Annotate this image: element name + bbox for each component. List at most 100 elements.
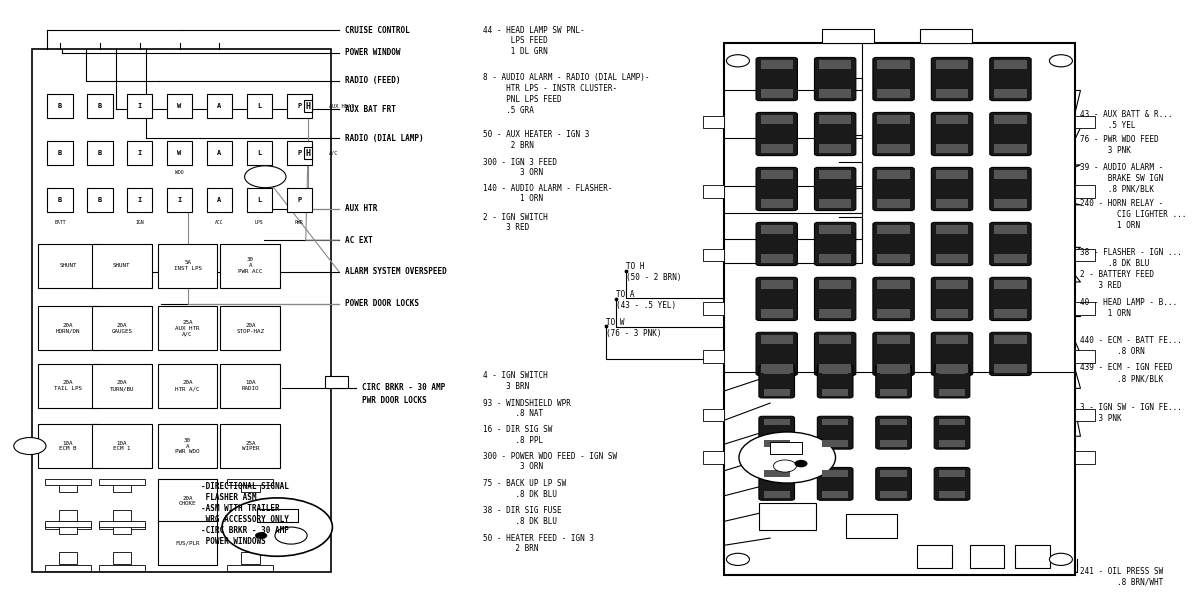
Text: 3 BRN: 3 BRN [482, 382, 529, 390]
FancyBboxPatch shape [815, 223, 856, 266]
Bar [763, 491, 790, 498]
Bar [877, 254, 910, 263]
Bar [221, 424, 281, 468]
FancyBboxPatch shape [758, 365, 794, 398]
Bar [206, 94, 232, 119]
Bar [877, 335, 910, 344]
Bar [917, 545, 952, 568]
Text: P: P [298, 103, 301, 109]
Bar [48, 188, 73, 212]
Bar [113, 552, 131, 564]
Text: 43 - AUX BATT & R...: 43 - AUX BATT & R... [1080, 110, 1172, 119]
Text: FLASHER ASM: FLASHER ASM [202, 493, 257, 502]
Bar [936, 144, 968, 153]
Bar [820, 60, 851, 69]
FancyBboxPatch shape [872, 112, 914, 156]
Text: 240 - HORN RELAY -: 240 - HORN RELAY - [1080, 199, 1164, 208]
Circle shape [13, 438, 46, 455]
Bar [936, 280, 968, 289]
Bar [227, 565, 274, 571]
Bar [167, 141, 192, 165]
Bar [157, 521, 217, 565]
Bar [763, 470, 790, 477]
Bar [724, 43, 1075, 575]
Text: 20A
HORN/DN: 20A HORN/DN [55, 323, 80, 334]
FancyBboxPatch shape [756, 333, 798, 376]
FancyBboxPatch shape [876, 365, 911, 398]
Circle shape [275, 527, 307, 544]
Text: 2 - IGN SWITCH: 2 - IGN SWITCH [482, 213, 547, 221]
Text: -DIRECTIONAL SIGNAL: -DIRECTIONAL SIGNAL [202, 482, 289, 491]
Text: CIRC BRKR - 30 AMP: CIRC BRKR - 30 AMP [362, 384, 445, 392]
FancyBboxPatch shape [990, 277, 1031, 320]
Bar [92, 424, 151, 468]
Bar [206, 141, 232, 165]
Bar [938, 367, 965, 374]
Bar [167, 94, 192, 119]
Bar [877, 60, 910, 69]
Text: POWER DOOR LOCKS: POWER DOOR LOCKS [344, 300, 419, 308]
Text: 3 ORN: 3 ORN [482, 168, 542, 177]
Text: 300 - POWER WDO FEED - IGN SW: 300 - POWER WDO FEED - IGN SW [482, 452, 617, 461]
Text: P: P [298, 197, 301, 203]
Text: PNL LPS FEED: PNL LPS FEED [482, 95, 562, 104]
Text: BATT: BATT [54, 219, 66, 225]
Text: TO A: TO A [616, 290, 635, 299]
Bar [761, 280, 793, 289]
Text: FUS/PLR: FUS/PLR [175, 541, 200, 545]
Text: 10A
ECM B: 10A ECM B [59, 441, 77, 451]
Circle shape [726, 55, 750, 67]
Bar [761, 170, 793, 179]
FancyBboxPatch shape [817, 365, 853, 398]
Bar [221, 364, 281, 408]
Bar [761, 364, 793, 373]
Bar [157, 479, 217, 523]
Bar [970, 545, 1004, 568]
Text: 300 - IGN 3 FEED: 300 - IGN 3 FEED [482, 158, 557, 167]
FancyBboxPatch shape [815, 277, 856, 320]
Bar [820, 225, 851, 234]
Bar [995, 309, 1026, 318]
Bar [761, 144, 793, 153]
Bar [157, 244, 217, 288]
Text: 5A
INST LPS: 5A INST LPS [174, 260, 202, 271]
Bar [936, 115, 968, 124]
FancyBboxPatch shape [758, 416, 794, 449]
Bar [32, 49, 331, 572]
Bar [822, 29, 874, 43]
Bar [703, 350, 724, 362]
Text: 30
A
PWR WDO: 30 A PWR WDO [175, 438, 200, 454]
FancyBboxPatch shape [872, 277, 914, 320]
Text: .8 PPL: .8 PPL [482, 436, 542, 444]
Text: PWR: PWR [295, 219, 304, 225]
Bar [770, 443, 802, 455]
Bar [995, 199, 1026, 208]
Bar [763, 440, 790, 447]
FancyBboxPatch shape [756, 277, 798, 320]
Text: .8 DK BLU: .8 DK BLU [482, 517, 557, 525]
Text: .8 DK BLU: .8 DK BLU [1080, 259, 1150, 268]
Text: H: H [306, 102, 311, 111]
Bar [127, 94, 152, 119]
Bar [98, 521, 145, 527]
Bar [38, 364, 98, 408]
Text: .8 DK BLU: .8 DK BLU [482, 490, 557, 499]
Bar [820, 280, 851, 289]
Text: SHUNT: SHUNT [113, 263, 131, 268]
Bar [113, 510, 131, 522]
Bar [59, 552, 77, 564]
Text: 3 PNK: 3 PNK [1080, 147, 1132, 155]
Bar [936, 364, 968, 373]
Circle shape [256, 533, 266, 539]
Text: B: B [97, 197, 102, 203]
Bar [761, 199, 793, 208]
Text: 30
A
PWR ACC: 30 A PWR ACC [238, 257, 263, 274]
Bar [241, 522, 259, 534]
Bar [938, 470, 965, 477]
Bar [761, 254, 793, 263]
Text: .8 PNK/BLK: .8 PNK/BLK [1080, 185, 1154, 193]
Text: 39 - AUDIO ALARM -: 39 - AUDIO ALARM - [1080, 163, 1164, 171]
Bar [48, 94, 73, 119]
Bar [48, 141, 73, 165]
Text: 93 - WINDSHIELD WPR: 93 - WINDSHIELD WPR [482, 399, 571, 407]
